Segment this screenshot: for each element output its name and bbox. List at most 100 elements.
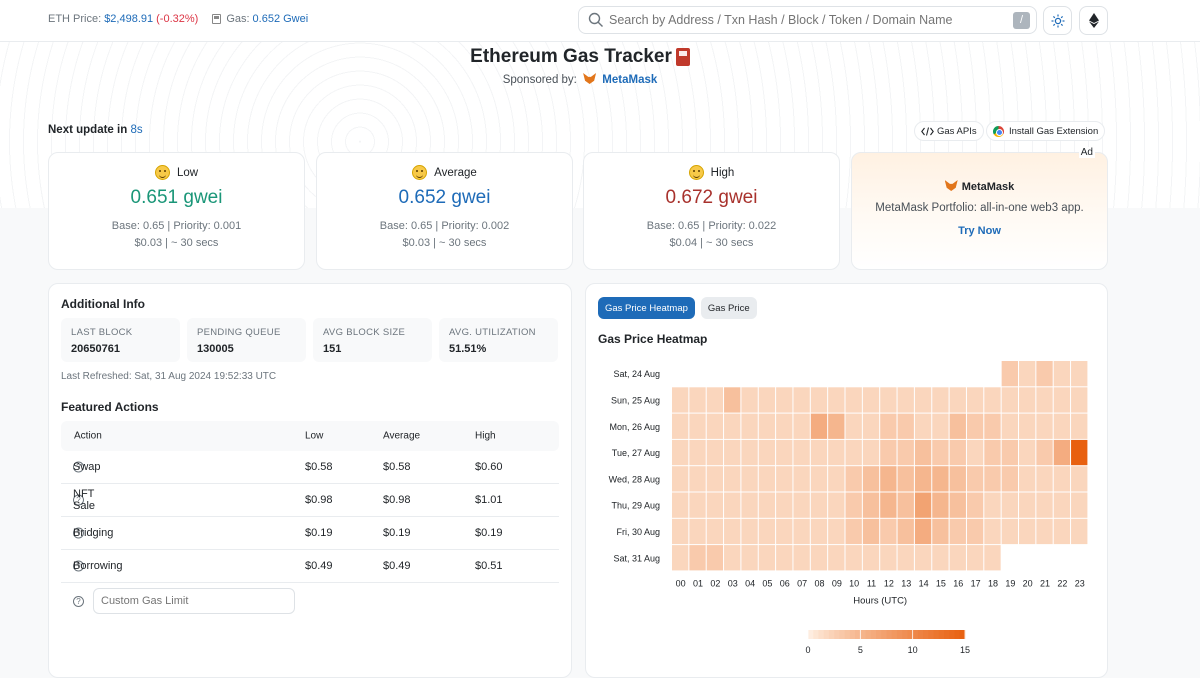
heatmap-cell[interactable] <box>914 413 932 439</box>
heatmap-cell[interactable] <box>914 492 932 518</box>
heatmap-cell[interactable] <box>862 492 880 518</box>
heatmap-cell[interactable] <box>1071 518 1088 545</box>
heatmap-cell[interactable] <box>1053 439 1071 466</box>
help-icon[interactable]: ? <box>73 527 84 539</box>
heatmap-cell[interactable] <box>1001 492 1018 518</box>
heatmap-cell[interactable] <box>914 439 932 466</box>
heatmap-cell[interactable] <box>880 439 897 466</box>
heatmap-cell[interactable] <box>828 387 845 413</box>
heatmap-cell[interactable] <box>724 466 741 492</box>
heatmap-cell[interactable] <box>689 439 706 466</box>
heatmap-cell[interactable] <box>880 387 897 413</box>
heatmap-cell[interactable] <box>724 492 741 518</box>
heatmap-cell[interactable] <box>1036 387 1053 413</box>
heatmap-cell[interactable] <box>932 466 949 492</box>
stat-value[interactable]: 20650761 <box>71 343 120 355</box>
heatmap-cell[interactable] <box>966 387 984 413</box>
heatmap-cell[interactable] <box>1071 439 1088 466</box>
heatmap-cell[interactable] <box>741 545 758 571</box>
heatmap-cell[interactable] <box>741 387 758 413</box>
heatmap-cell[interactable] <box>932 518 949 545</box>
heatmap-cell[interactable] <box>689 492 706 518</box>
heatmap-cell[interactable] <box>1053 518 1071 545</box>
heatmap-cell[interactable] <box>966 518 984 545</box>
heatmap-cell[interactable] <box>897 387 914 413</box>
sponsor-link[interactable]: MetaMask <box>602 74 658 86</box>
heatmap-cell[interactable] <box>672 439 689 466</box>
heatmap-cell[interactable] <box>758 387 776 413</box>
heatmap-cell[interactable] <box>1001 518 1018 545</box>
heatmap-cell[interactable] <box>706 466 724 492</box>
heatmap-cell[interactable] <box>966 439 984 466</box>
heatmap-cell[interactable] <box>793 466 810 492</box>
heatmap-cell[interactable] <box>1053 492 1071 518</box>
heatmap-cell[interactable] <box>845 545 862 571</box>
heatmap-cell[interactable] <box>689 387 706 413</box>
search-input[interactable] <box>609 13 1004 27</box>
heatmap-cell[interactable] <box>793 413 810 439</box>
heatmap-cell[interactable] <box>862 387 880 413</box>
heatmap-cell[interactable] <box>880 492 897 518</box>
heatmap-cell[interactable] <box>1036 413 1053 439</box>
gas-value[interactable]: 0.652 Gwei <box>252 13 309 25</box>
heatmap-cell[interactable] <box>862 439 880 466</box>
heatmap-cell[interactable] <box>828 518 845 545</box>
heatmap-cell[interactable] <box>810 387 828 413</box>
heatmap-cell[interactable] <box>672 413 689 439</box>
heatmap-cell[interactable] <box>1019 518 1036 545</box>
heatmap-cell[interactable] <box>1036 361 1053 387</box>
heatmap-cell[interactable] <box>706 387 724 413</box>
help-icon[interactable]: ? <box>73 494 84 506</box>
heatmap-cell[interactable] <box>984 413 1001 439</box>
heatmap-cell[interactable] <box>1036 492 1053 518</box>
heatmap-cell[interactable] <box>793 518 810 545</box>
heatmap-cell[interactable] <box>1053 413 1071 439</box>
heatmap-cell[interactable] <box>810 492 828 518</box>
heatmap-cell[interactable] <box>1001 466 1018 492</box>
heatmap-cell[interactable] <box>862 413 880 439</box>
heatmap-cell[interactable] <box>1071 492 1088 518</box>
heatmap-cell[interactable] <box>724 518 741 545</box>
heatmap-cell[interactable] <box>914 466 932 492</box>
heatmap-cell[interactable] <box>776 518 793 545</box>
heatmap-cell[interactable] <box>1019 387 1036 413</box>
heatmap-cell[interactable] <box>932 492 949 518</box>
tab-gas-price[interactable]: Gas Price <box>700 297 757 319</box>
heatmap-cell[interactable] <box>984 518 1001 545</box>
heatmap-cell[interactable] <box>741 466 758 492</box>
heatmap-cell[interactable] <box>949 545 966 571</box>
heatmap-cell[interactable] <box>1071 413 1088 439</box>
heatmap-cell[interactable] <box>689 413 706 439</box>
heatmap-cell[interactable] <box>758 439 776 466</box>
heatmap-cell[interactable] <box>845 466 862 492</box>
heatmap-cell[interactable] <box>897 545 914 571</box>
heatmap-cell[interactable] <box>1036 439 1053 466</box>
install-extension-button[interactable]: Install Gas Extension <box>986 121 1106 141</box>
heatmap-cell[interactable] <box>932 387 949 413</box>
heatmap-cell[interactable] <box>984 439 1001 466</box>
heatmap-cell[interactable] <box>741 413 758 439</box>
help-icon[interactable]: ? <box>73 461 84 473</box>
gas-apis-button[interactable]: Gas APIs <box>914 121 984 141</box>
heatmap-cell[interactable] <box>845 387 862 413</box>
heatmap-cell[interactable] <box>706 492 724 518</box>
heatmap-cell[interactable] <box>1001 387 1018 413</box>
heatmap-cell[interactable] <box>1053 361 1071 387</box>
heatmap-cell[interactable] <box>1036 466 1053 492</box>
heatmap-cell[interactable] <box>810 545 828 571</box>
heatmap-cell[interactable] <box>845 413 862 439</box>
heatmap-cell[interactable] <box>1071 361 1088 387</box>
ad-cta-link[interactable]: Try Now <box>958 225 1001 237</box>
heatmap-cell[interactable] <box>1019 439 1036 466</box>
heatmap-cell[interactable] <box>706 518 724 545</box>
heatmap-cell[interactable] <box>706 545 724 571</box>
heatmap-cell[interactable] <box>845 439 862 466</box>
heatmap-cell[interactable] <box>776 466 793 492</box>
heatmap-cell[interactable] <box>897 439 914 466</box>
heatmap-cell[interactable] <box>932 545 949 571</box>
eth-price-value[interactable]: $2,498.91 <box>104 13 154 25</box>
heatmap-cell[interactable] <box>1053 466 1071 492</box>
heatmap-cell[interactable] <box>932 439 949 466</box>
heatmap-cell[interactable] <box>810 466 828 492</box>
heatmap-cell[interactable] <box>880 545 897 571</box>
